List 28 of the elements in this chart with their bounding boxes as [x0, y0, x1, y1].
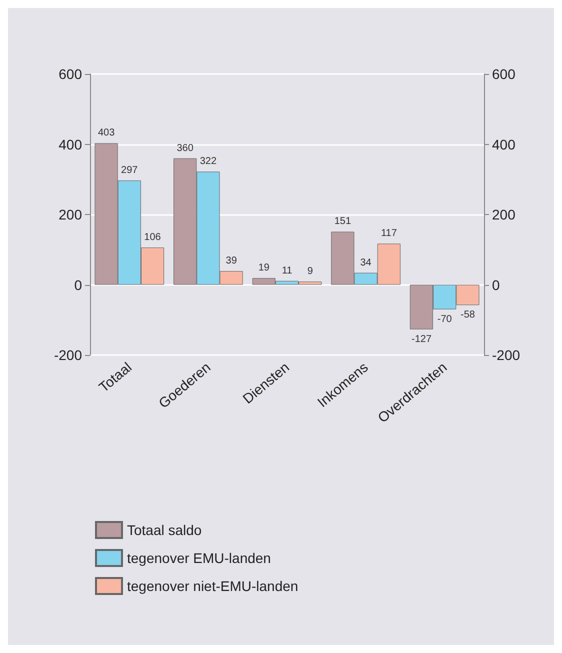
data-label: -58	[460, 310, 476, 321]
data-label: 11	[282, 265, 293, 276]
y2-tick-label: 0	[492, 276, 500, 293]
legend-label: tegenover niet-EMU-landen	[127, 578, 298, 594]
legend-label: Totaal saldo	[127, 522, 202, 538]
y-tick-label: 600	[58, 66, 82, 82]
data-label: 106	[144, 232, 162, 244]
data-label: -127	[411, 334, 432, 345]
y2-tick-label: 600	[492, 66, 516, 82]
data-label: 360	[176, 142, 194, 154]
data-label: 117	[380, 228, 398, 240]
y2-tick-label: 200	[492, 206, 516, 222]
y2-tick-label: 400	[492, 136, 516, 152]
y-tick-label: -200	[54, 347, 82, 363]
y-tick-label: 0	[74, 276, 82, 293]
data-label: 403	[98, 128, 116, 139]
data-label: 39	[226, 256, 238, 267]
data-label: 19	[258, 262, 270, 274]
y-tick-label: 200	[58, 206, 82, 222]
data-label: -70	[437, 314, 452, 325]
y-tick-label: 400	[58, 136, 82, 152]
data-label: 151	[334, 216, 352, 228]
legend-label: tegenover EMU-landen	[127, 550, 271, 566]
y2-tick-label: -200	[492, 347, 520, 363]
data-label: 9	[307, 266, 314, 278]
data-label: 322	[200, 156, 217, 168]
data-label: 34	[360, 257, 372, 268]
data-label: 297	[121, 164, 138, 176]
